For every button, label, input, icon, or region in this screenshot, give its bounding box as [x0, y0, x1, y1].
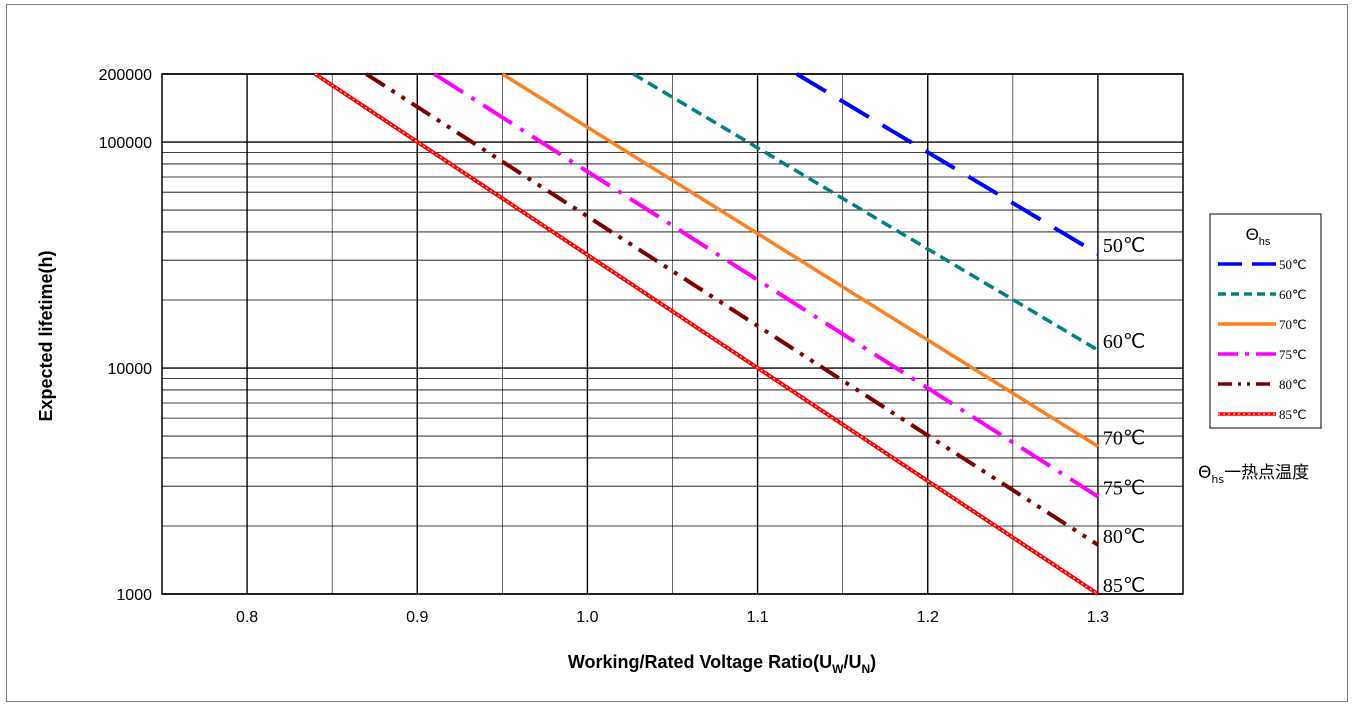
series-end-label: 80℃	[1103, 526, 1145, 548]
x-tick-label: 1.1	[746, 609, 768, 626]
x-axis-title-main: Working/Rated Voltage Ratio(U	[568, 652, 832, 672]
x-tick-label: 1.3	[1087, 609, 1109, 626]
x-tick-label: 1.2	[917, 609, 939, 626]
x-axis-title-sep: /U	[844, 652, 862, 672]
legend-items: 50℃ 60℃ 70℃ 75℃ 80℃ 85℃	[1218, 257, 1307, 422]
hotspot-note: Θhs一热点温度	[1198, 463, 1309, 486]
x-tick-label: 1.0	[576, 609, 598, 626]
hotspot-note-symbol: Θ	[1198, 463, 1211, 483]
series-line-4	[365, 72, 1099, 547]
y-tick-label: 1000	[116, 587, 152, 604]
series-line-0	[795, 72, 1099, 256]
series-end-label: 50℃	[1103, 235, 1145, 257]
series-end-label: 60℃	[1103, 331, 1145, 353]
y-axis-title: Expected lifetime(h)	[36, 250, 56, 421]
series-line-texture-5	[314, 73, 1099, 595]
x-tick-label: 0.8	[236, 609, 258, 626]
series-end-labels: 50℃ 60℃ 70℃ 75℃ 80℃ 85℃	[1103, 235, 1145, 597]
chart-frame	[6, 4, 1348, 702]
y-tick-label: 100000	[99, 135, 152, 152]
legend-label: 85℃	[1279, 407, 1307, 422]
x-axis-title-sub-w: W	[832, 662, 844, 676]
legend-label: 50℃	[1279, 257, 1307, 272]
legend-label: 80℃	[1279, 377, 1307, 392]
y-tick-label: 200000	[99, 67, 152, 84]
hotspot-note-text: 一热点温度	[1224, 463, 1309, 483]
legend-label: 60℃	[1279, 287, 1307, 302]
hotspot-note-sub: hs	[1211, 473, 1224, 486]
tick-labels: 0.8 0.9 1.0 1.1 1.2 1.3 1000 10000 100000 200000	[99, 67, 1110, 626]
series-end-label: 75℃	[1103, 478, 1145, 500]
series-lines	[314, 72, 1100, 596]
x-tick-label: 0.9	[406, 609, 428, 626]
legend-label: 75℃	[1279, 347, 1307, 362]
x-axis-title-sub-n: N	[862, 662, 871, 676]
legend-title: Θhs	[1246, 225, 1271, 248]
legend-label: 70℃	[1279, 317, 1307, 332]
legend-box	[1209, 213, 1322, 429]
legend-title-main: Θ	[1246, 225, 1259, 244]
grid	[161, 73, 1184, 595]
x-axis-title-close: )	[870, 652, 876, 672]
series-end-label: 85℃	[1103, 575, 1145, 597]
legend: Θhs 50℃ 60℃ 70℃ 75℃ 80℃ 85℃	[1209, 213, 1322, 429]
series-end-label: 70℃	[1103, 427, 1145, 449]
legend-title-sub: hs	[1259, 236, 1271, 248]
series-line-2	[501, 72, 1099, 448]
x-axis-title: Working/Rated Voltage Ratio(UW/UN)	[568, 652, 876, 676]
series-line-3	[433, 72, 1099, 499]
y-tick-label: 10000	[108, 361, 153, 378]
series-line-1	[632, 72, 1099, 352]
